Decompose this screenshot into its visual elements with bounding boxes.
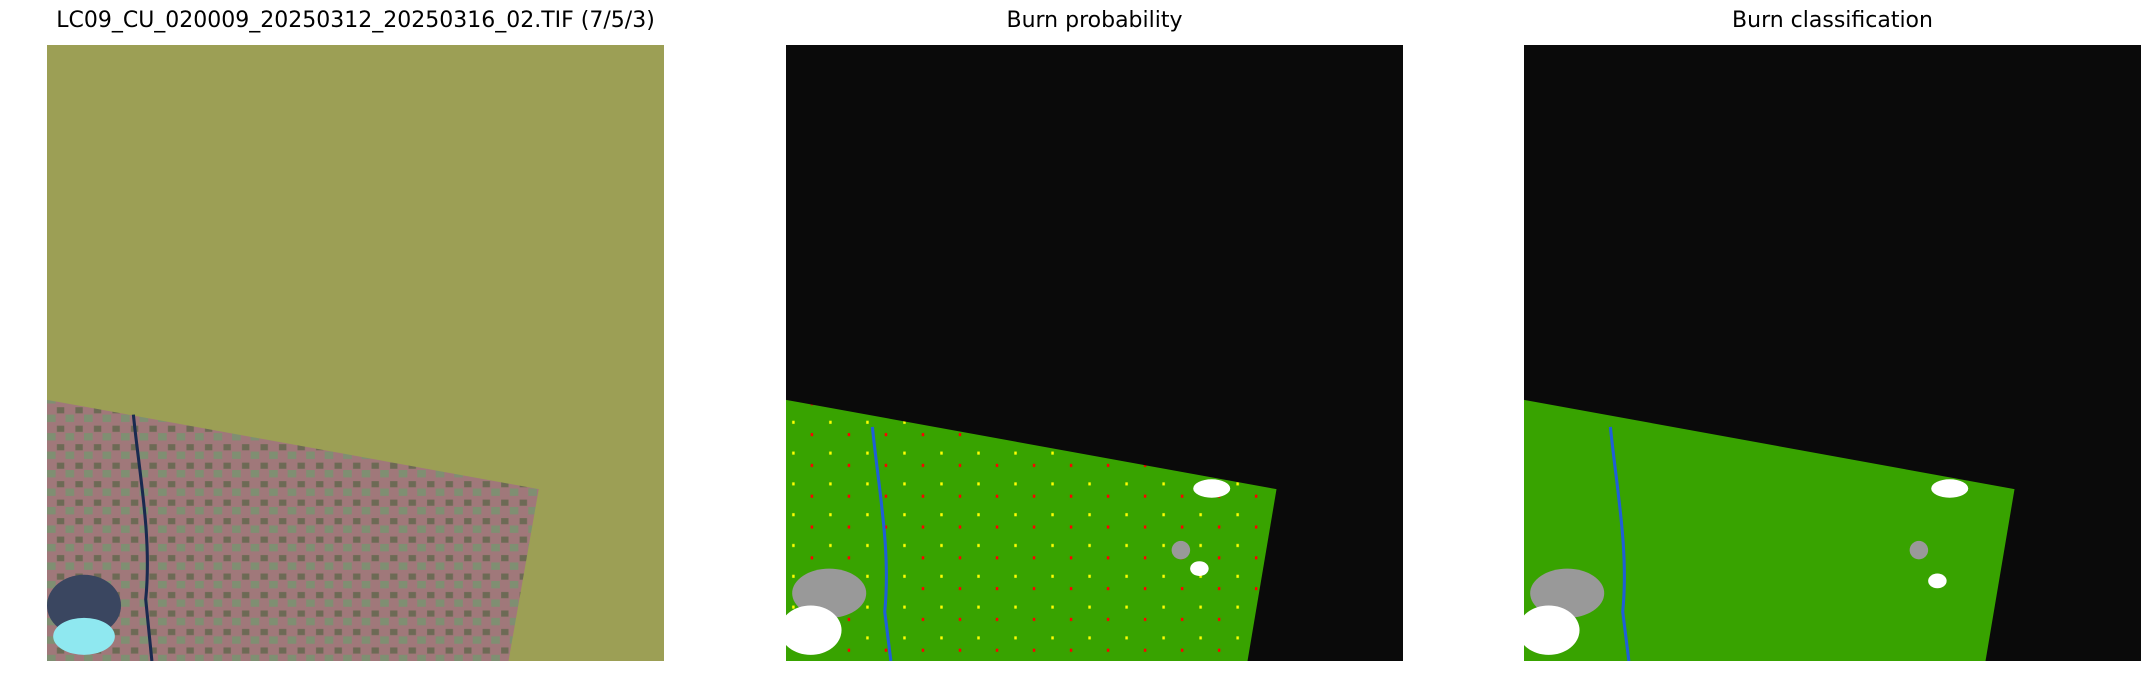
cloud-shadow	[1171, 540, 1191, 560]
cloud	[1190, 561, 1209, 576]
cloud	[1193, 479, 1231, 498]
cloud-shadow	[1909, 540, 1929, 560]
panel-composite: LC09_CU_020009_20250312_20250316_02.TIF …	[47, 0, 664, 676]
panel-title: Burn classification	[1732, 8, 1933, 33]
river	[1608, 426, 1631, 661]
panel-title: LC09_CU_020009_20250312_20250316_02.TIF …	[56, 8, 655, 33]
panel-title: Burn probability	[1006, 8, 1183, 33]
panel-burn-probability: Burn probability	[786, 0, 1403, 676]
river	[131, 414, 154, 661]
cloud	[1931, 479, 1969, 498]
probability-image	[786, 45, 1403, 661]
scene-footprint	[1524, 399, 2015, 661]
cloud	[1928, 573, 1947, 589]
scene-footprint	[47, 399, 539, 661]
composite-image	[47, 45, 664, 661]
river	[870, 426, 893, 661]
panel-burn-classification: Burn classification	[1524, 0, 2141, 676]
cloud	[1524, 605, 1580, 655]
scene-footprint	[786, 399, 1277, 661]
classification-image	[1524, 45, 2141, 661]
cloud	[786, 605, 842, 655]
cloud-shadow	[1530, 568, 1605, 618]
cloud	[53, 617, 115, 655]
cloud-shadow	[47, 574, 122, 637]
cloud-shadow	[792, 568, 867, 618]
